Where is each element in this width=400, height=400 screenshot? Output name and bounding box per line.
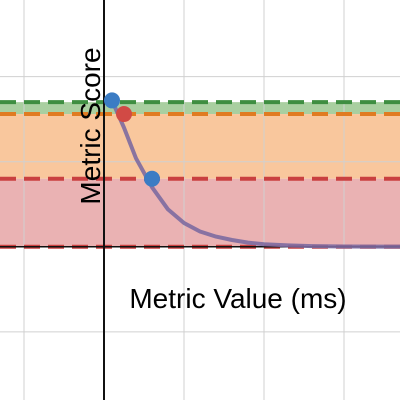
data-point — [116, 106, 132, 123]
band-good — [0, 102, 400, 115]
series — [110, 98, 400, 249]
score-bands — [0, 102, 400, 247]
series-line — [110, 98, 400, 249]
band-needs-improvement — [0, 114, 400, 179]
data-point — [144, 170, 160, 187]
y-axis-label: Metric Score — [75, 47, 106, 204]
band-poor — [0, 178, 400, 247]
data-point — [104, 92, 120, 109]
x-axis-label: Metric Value (ms) — [129, 283, 346, 314]
points — [104, 92, 160, 187]
